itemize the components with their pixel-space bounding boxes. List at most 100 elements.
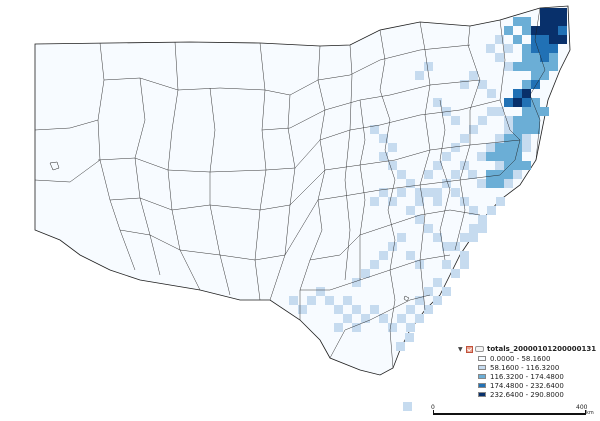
grid-cell: [531, 80, 540, 89]
legend-class-label: 232.6400 - 290.8000: [490, 390, 564, 399]
grid-cell: [522, 107, 531, 116]
legend-swatch: [478, 374, 486, 379]
grid-cell: [352, 305, 361, 314]
grid-cell: [540, 44, 549, 53]
grid-cell: [442, 242, 451, 251]
rainfall-grid-layer: [289, 8, 567, 411]
grid-cell: [495, 161, 504, 170]
scale-end-label: 400: [576, 404, 588, 411]
grid-cell: [451, 116, 460, 125]
legend-swatch: [478, 365, 486, 370]
grid-cell: [460, 260, 469, 269]
grid-cell: [415, 260, 424, 269]
legend-swatch: [478, 383, 486, 388]
grid-cell: [540, 107, 549, 116]
grid-cell: [549, 53, 558, 62]
legend-layer-header[interactable]: ▼ totals_20000101200000131: [458, 344, 598, 354]
grid-cell: [558, 8, 567, 17]
map-legend: ▼ totals_20000101200000131 0.0000 - 58.1…: [458, 344, 598, 399]
legend-class-label: 58.1600 - 116.3200: [490, 363, 560, 372]
grid-cell: [513, 98, 522, 107]
grid-cell: [406, 305, 415, 314]
grid-cell: [451, 170, 460, 179]
grid-cell: [558, 35, 567, 44]
grid-cell: [477, 179, 486, 188]
legend-swatch: [478, 392, 486, 397]
grid-cell: [504, 98, 513, 107]
grid-cell: [415, 197, 424, 206]
grid-cell: [307, 296, 316, 305]
grid-cell: [495, 170, 504, 179]
grid-cell: [460, 197, 469, 206]
grid-cell: [531, 53, 540, 62]
grid-cell: [289, 296, 298, 305]
grid-cell: [442, 152, 451, 161]
grid-cell: [522, 17, 531, 26]
grid-cell: [460, 80, 469, 89]
grid-cell: [487, 107, 496, 116]
grid-cell: [370, 305, 379, 314]
legend-class-row: 58.1600 - 116.3200: [458, 363, 598, 372]
grid-cell: [397, 314, 406, 323]
legend-class-label: 174.4800 - 232.6400: [490, 381, 564, 390]
grid-cell: [522, 62, 531, 71]
grid-cell: [487, 206, 496, 215]
grid-cell: [379, 314, 388, 323]
grid-cell: [370, 260, 379, 269]
legend-class-row: 116.3200 - 174.4800: [458, 372, 598, 381]
grid-cell: [504, 26, 513, 35]
grid-cell: [403, 402, 412, 411]
grid-cell: [460, 134, 469, 143]
scale-tick: [433, 410, 434, 415]
grid-cell: [433, 98, 442, 107]
grid-cell: [504, 152, 513, 161]
grid-cell: [343, 314, 352, 323]
layer-visibility-checkbox[interactable]: [466, 345, 473, 353]
grid-cell: [549, 44, 558, 53]
layer-name[interactable]: totals_20000101200000131: [487, 345, 597, 353]
grid-cell: [487, 89, 496, 98]
grid-cell: [424, 305, 433, 314]
grid-cell: [397, 170, 406, 179]
grid-cell: [478, 215, 487, 224]
grid-cell: [361, 314, 370, 323]
grid-cell: [397, 188, 406, 197]
grid-cell: [388, 242, 397, 251]
grid-cell: [531, 71, 540, 80]
grid-cell: [522, 134, 531, 143]
grid-cell: [513, 134, 522, 143]
grid-cell: [442, 287, 451, 296]
grid-cell: [531, 107, 540, 116]
triangle-down-icon[interactable]: ▼: [458, 345, 463, 353]
grid-cell: [478, 224, 487, 233]
grid-cell: [388, 143, 397, 152]
scale-bar: 0 400 km: [430, 404, 594, 421]
grid-cell: [406, 251, 415, 260]
grid-cell: [495, 152, 504, 161]
district-boundaries: [35, 7, 546, 369]
grid-cell: [531, 26, 540, 35]
grid-cell: [334, 305, 343, 314]
grid-cell: [433, 233, 442, 242]
grid-cell: [469, 125, 478, 134]
grid-cell: [460, 161, 469, 170]
grid-cell: [406, 323, 415, 332]
grid-cell: [415, 215, 424, 224]
grid-cell: [513, 170, 522, 179]
grid-cell: [325, 296, 334, 305]
grid-cell: [388, 161, 397, 170]
grid-cell: [352, 278, 361, 287]
grid-cell: [343, 296, 352, 305]
grid-cell: [558, 26, 567, 35]
grid-cell: [549, 62, 558, 71]
grid-cell: [513, 125, 522, 134]
grid-cell: [468, 170, 477, 179]
grid-cell: [370, 197, 379, 206]
grid-cell: [486, 152, 495, 161]
grid-cell: [486, 44, 495, 53]
grid-cell: [504, 116, 513, 125]
grid-cell: [549, 35, 558, 44]
grid-cell: [549, 17, 558, 26]
grid-cell: [495, 179, 504, 188]
